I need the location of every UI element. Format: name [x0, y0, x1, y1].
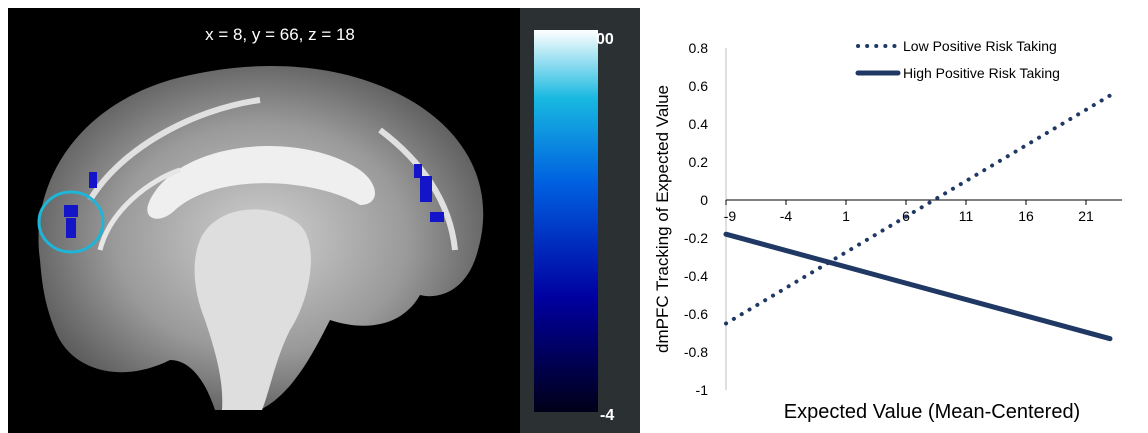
y-tick-label: -0.4: [684, 268, 708, 284]
y-tick-label: 0.4: [689, 116, 709, 132]
colorbar: [534, 30, 598, 412]
y-axis: 0.8 0.6 0.4 0.2 0 -0.2 -0.4 -0.6 -0.8 -1: [684, 40, 708, 398]
series-line-low-positive-risk-taking: [724, 93, 1112, 326]
y-tick-label: -1: [696, 382, 709, 398]
y-tick-label: -0.2: [684, 230, 708, 246]
series-lines: [723, 93, 1113, 342]
y-tick-label: -0.8: [684, 344, 708, 360]
coordinates-label: x = 8, y = 66, z = 18: [205, 25, 355, 44]
colorbar-max-label: 00: [596, 31, 614, 48]
brain-figure: x = 8, y = 66, z = 18 00 -4: [8, 8, 640, 433]
legend: Low Positive Risk Taking High Positive Ri…: [855, 38, 1060, 81]
colorbar-min-label: -4: [600, 407, 614, 424]
legend-label: Low Positive Risk Taking: [903, 38, 1057, 54]
x-tick-label: -9: [724, 208, 737, 224]
y-tick-label: -0.6: [684, 306, 708, 322]
y-tick-label: 0.2: [689, 154, 709, 170]
corpus-callosum: [147, 146, 375, 219]
series-line-high-positive-risk-taking: [723, 231, 1113, 342]
highlight-circle: [37, 190, 105, 254]
brain-slice-image: x = 8, y = 66, z = 18 00 -4: [8, 8, 640, 433]
legend-label: High Positive Risk Taking: [903, 65, 1060, 81]
x-tick-label: 21: [1078, 208, 1094, 224]
y-axis-label: dmPFC Tracking of Expected Value: [653, 85, 672, 353]
y-tick-label: 0: [700, 192, 708, 208]
chart-svg: 0.80.60.40.20-0.2-0.4-0.6-0.8-1 -9-41611…: [653, 38, 1122, 423]
gyrus-line: [87, 97, 261, 202]
line-chart: 0.80.60.40.20-0.2-0.4-0.6-0.8-1 -9-41611…: [640, 0, 1148, 433]
x-tick-label: 11: [959, 208, 974, 224]
x-tick-label: 1: [842, 208, 850, 224]
brainstem: [194, 209, 311, 410]
x-axis-label: Expected Value (Mean-Centered): [784, 401, 1080, 423]
x-tick-label: -4: [780, 208, 793, 224]
x-tick-label: 16: [1018, 208, 1034, 224]
gyrus-line: [97, 167, 181, 251]
y-tick-label: 0.6: [689, 78, 709, 94]
x-axis: -9-416111621: [724, 200, 1094, 224]
y-tick-label: 0.8: [689, 40, 709, 56]
activation-clusters: [64, 164, 444, 238]
